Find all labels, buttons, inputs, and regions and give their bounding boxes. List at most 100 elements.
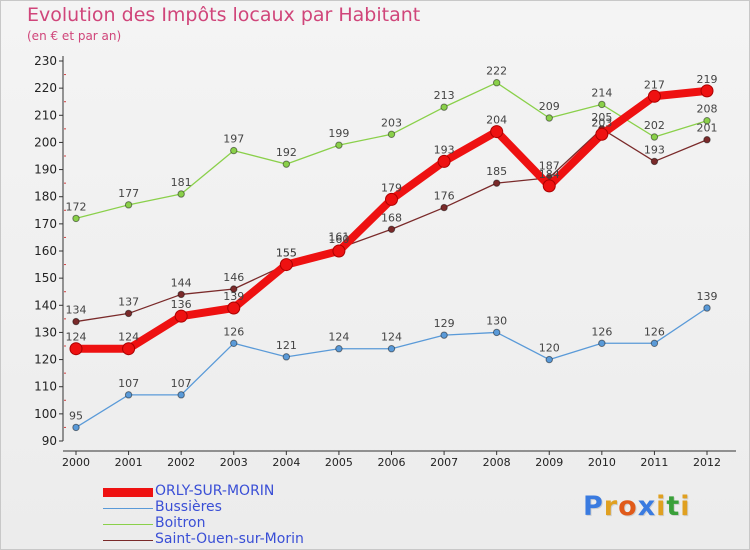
data-label: 139 — [223, 290, 244, 303]
data-point — [282, 160, 291, 168]
data-label: 187 — [539, 160, 560, 173]
x-tick-label: 2012 — [693, 456, 721, 469]
data-label: 181 — [171, 176, 192, 189]
data-label: 144 — [171, 276, 192, 289]
logo-letter: P — [583, 491, 604, 522]
data-point — [492, 328, 501, 337]
data-point — [703, 304, 711, 312]
data-point — [177, 190, 185, 198]
data-label: 161 — [328, 230, 349, 243]
data-label: 124 — [118, 331, 139, 344]
data-point — [72, 423, 80, 432]
data-label: 177 — [118, 187, 139, 200]
data-label: 124 — [381, 331, 402, 344]
data-point — [387, 130, 396, 138]
data-point — [227, 301, 241, 315]
data-label: 201 — [697, 122, 718, 135]
y-tick-label: 140 — [34, 298, 57, 312]
y-tick-label: 120 — [34, 353, 57, 367]
x-tick-label: 2006 — [378, 456, 406, 469]
x-tick-label: 2001 — [115, 456, 143, 469]
data-point — [387, 345, 396, 353]
data-label: 95 — [69, 409, 83, 422]
y-tick-label: 210 — [34, 108, 57, 122]
data-label: 193 — [434, 143, 455, 156]
data-label: 202 — [644, 119, 665, 132]
data-point — [598, 100, 606, 109]
data-label: 134 — [66, 304, 87, 317]
x-tick-label: 2005 — [325, 456, 353, 469]
y-tick-label: 190 — [34, 163, 57, 177]
y-tick-label: 150 — [34, 271, 57, 285]
data-point — [177, 290, 185, 299]
logo-letter: r — [603, 491, 619, 522]
data-label: 124 — [66, 331, 87, 344]
data-point — [124, 201, 133, 209]
data-label: 160 — [328, 233, 349, 246]
data-point — [542, 179, 556, 193]
logo-letter: x — [637, 491, 657, 522]
x-tick-label: 2009 — [535, 456, 563, 469]
data-point — [124, 309, 133, 318]
data-point — [174, 309, 188, 323]
data-point — [72, 214, 80, 223]
data-point — [332, 244, 346, 258]
data-point — [598, 339, 606, 347]
data-point — [387, 225, 396, 233]
data-label: 126 — [591, 325, 612, 338]
data-point — [440, 203, 448, 212]
data-label: 214 — [591, 86, 612, 99]
data-label: 146 — [223, 271, 244, 284]
data-point — [385, 192, 398, 206]
legend-swatch-boitron — [103, 524, 153, 525]
data-label: 204 — [486, 114, 507, 127]
data-label: 124 — [328, 331, 349, 344]
logo-letter: t — [666, 491, 681, 522]
data-point — [437, 154, 451, 168]
y-tick-label: 90 — [42, 434, 57, 448]
legend-label-boitron: Boitron — [155, 515, 206, 531]
data-label: 219 — [697, 73, 718, 86]
data-point — [492, 179, 501, 187]
data-point — [595, 127, 609, 141]
x-tick-label: 2004 — [272, 456, 300, 469]
data-point — [650, 157, 659, 166]
data-label: 139 — [697, 290, 718, 303]
data-label: 217 — [644, 78, 665, 91]
data-label: 184 — [539, 168, 560, 181]
data-label: 185 — [486, 165, 507, 178]
y-tick-label: 200 — [34, 135, 57, 149]
data-label: 213 — [434, 89, 455, 102]
y-tick-label: 130 — [34, 325, 57, 339]
data-point — [69, 342, 83, 356]
y-tick-label: 160 — [34, 244, 57, 258]
data-label: 126 — [644, 325, 665, 338]
data-label: 209 — [539, 100, 560, 113]
chart-title: Evolution des Impôts locaux par Habitant — [27, 4, 421, 26]
data-point — [650, 133, 659, 141]
data-label: 176 — [434, 190, 455, 203]
data-label: 222 — [486, 65, 507, 78]
data-point — [124, 391, 133, 399]
data-point — [650, 339, 659, 347]
data-label: 130 — [486, 314, 507, 327]
data-point — [700, 84, 714, 98]
data-label: 193 — [644, 143, 665, 156]
y-tick-label: 180 — [34, 190, 57, 204]
legend-label-bussieres: Bussières — [155, 499, 222, 515]
x-tick-label: 2008 — [483, 456, 511, 469]
data-label: 120 — [539, 342, 560, 355]
proxiti-logo: Proxiti — [583, 491, 691, 522]
data-point — [230, 285, 238, 293]
data-label: 172 — [66, 200, 87, 213]
y-tick-label: 100 — [34, 407, 57, 421]
data-point — [230, 146, 238, 155]
data-label: 107 — [118, 377, 139, 390]
data-point — [335, 345, 343, 353]
data-label: 199 — [328, 127, 349, 140]
data-label: 126 — [223, 325, 244, 338]
data-label: 155 — [276, 247, 297, 260]
data-point — [440, 331, 448, 339]
x-tick-label: 2011 — [640, 456, 668, 469]
